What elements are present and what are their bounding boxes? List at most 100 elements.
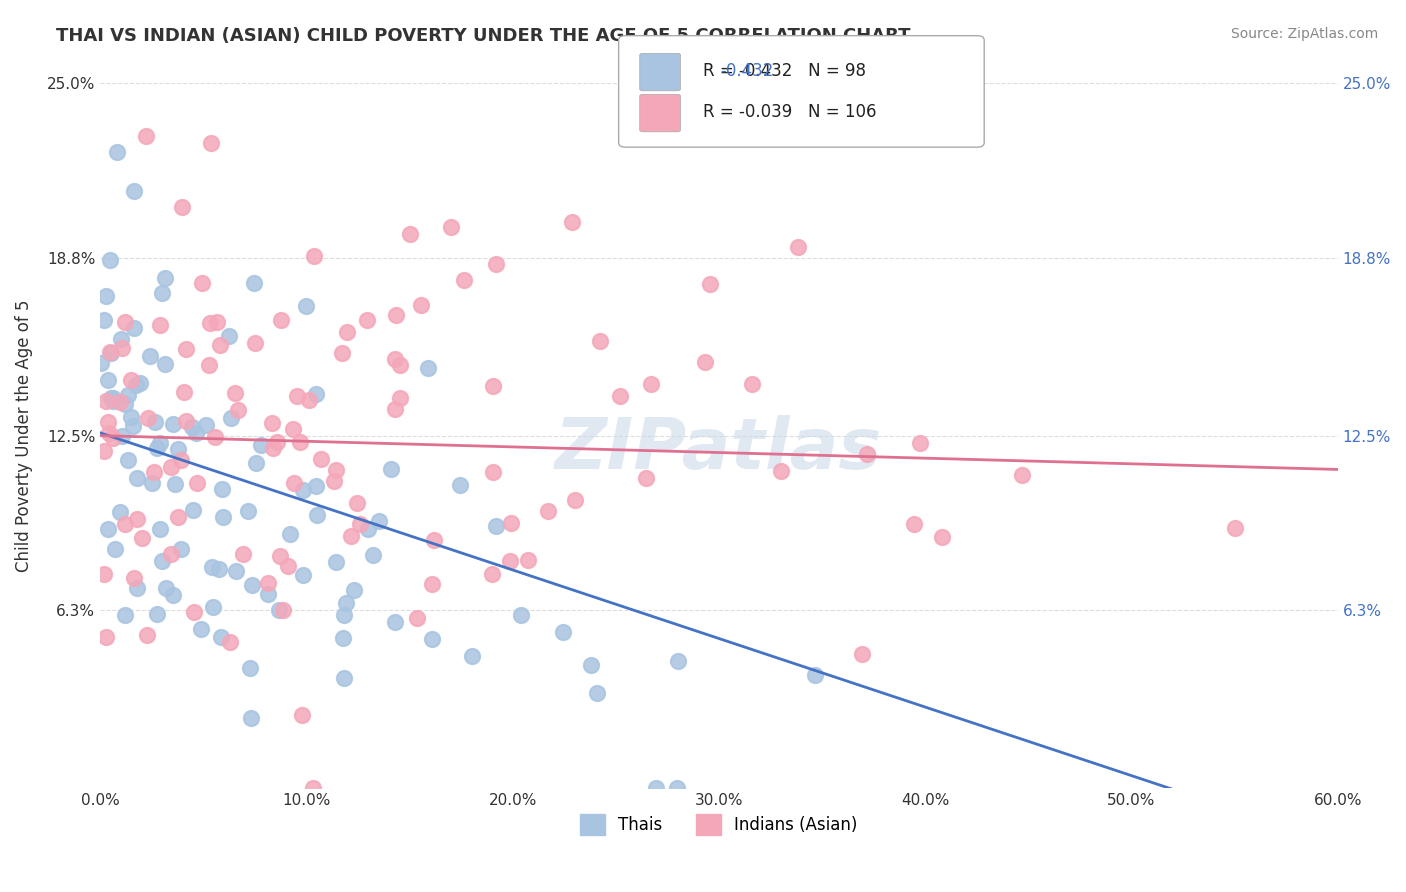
Point: [420, 632, 443, 646]
Point: [440, 219, 463, 234]
Text: R = -0.039   N = 106: R = -0.039 N = 106: [703, 103, 876, 121]
Point: [333, 671, 356, 685]
Point: [485, 519, 508, 533]
Point: [191, 276, 214, 290]
Point: [240, 578, 263, 592]
Point: [160, 460, 183, 475]
Point: [304, 478, 326, 492]
Point: [142, 466, 165, 480]
Point: [368, 515, 391, 529]
Point: [418, 361, 440, 376]
Point: [224, 386, 246, 401]
Point: [311, 451, 333, 466]
Text: R = -0.432   N = 98: R = -0.432 N = 98: [703, 62, 866, 80]
Point: [150, 554, 173, 568]
Point: [153, 357, 176, 371]
Point: [665, 780, 688, 795]
Point: [110, 428, 132, 442]
Point: [346, 496, 368, 510]
Point: [356, 313, 378, 327]
Point: [125, 581, 148, 595]
Point: [361, 548, 384, 562]
Point: [100, 345, 122, 359]
Point: [485, 257, 508, 271]
Point: [209, 631, 232, 645]
Point: [125, 378, 148, 392]
Point: [245, 456, 267, 470]
Point: [208, 562, 231, 576]
Point: [149, 318, 172, 333]
Point: [666, 654, 689, 668]
Point: [695, 355, 717, 369]
Point: [461, 648, 484, 663]
Point: [564, 492, 586, 507]
Point: [228, 403, 250, 417]
Point: [122, 321, 145, 335]
Point: [190, 622, 212, 636]
Point: [166, 442, 188, 456]
Point: [269, 549, 291, 563]
Point: [198, 358, 221, 372]
Point: [609, 389, 631, 403]
Point: [162, 588, 184, 602]
Point: [98, 425, 121, 440]
Point: [270, 312, 292, 326]
Point: [245, 335, 267, 350]
Point: [281, 422, 304, 436]
Point: [201, 560, 224, 574]
Point: [141, 475, 163, 490]
Point: [97, 522, 120, 536]
Point: [307, 508, 329, 522]
Point: [170, 541, 193, 556]
Point: [146, 442, 169, 456]
Point: [96, 394, 118, 409]
Point: [114, 314, 136, 328]
Point: [146, 607, 169, 621]
Point: [640, 377, 662, 392]
Point: [340, 529, 363, 543]
Point: [183, 605, 205, 619]
Point: [588, 334, 610, 348]
Point: [219, 410, 242, 425]
Point: [165, 477, 187, 491]
Point: [266, 435, 288, 450]
Point: [183, 503, 205, 517]
Point: [170, 453, 193, 467]
Point: [138, 349, 160, 363]
Point: [295, 299, 318, 313]
Point: [205, 315, 228, 329]
Point: [100, 391, 122, 405]
Point: [181, 420, 204, 434]
Point: [186, 475, 208, 490]
Point: [501, 516, 523, 530]
Point: [305, 387, 328, 401]
Point: [114, 607, 136, 622]
Point: [291, 483, 314, 497]
Text: Source: ZipAtlas.com: Source: ZipAtlas.com: [1230, 27, 1378, 41]
Point: [499, 554, 522, 568]
Point: [211, 482, 233, 496]
Point: [200, 136, 222, 150]
Point: [98, 345, 121, 359]
Point: [482, 465, 505, 479]
Point: [335, 596, 357, 610]
Y-axis label: Child Poverty Under the Age of 5: Child Poverty Under the Age of 5: [15, 300, 32, 572]
Point: [645, 780, 668, 795]
Point: [561, 215, 583, 229]
Point: [120, 409, 142, 424]
Point: [343, 583, 366, 598]
Point: [384, 351, 406, 366]
Point: [149, 436, 172, 450]
Point: [120, 373, 142, 387]
Point: [232, 548, 254, 562]
Point: [174, 342, 197, 356]
Text: THAI VS INDIAN (ASIAN) CHILD POVERTY UNDER THE AGE OF 5 CORRELATION CHART: THAI VS INDIAN (ASIAN) CHILD POVERTY UND…: [56, 27, 911, 45]
Point: [90, 356, 112, 370]
Point: [194, 418, 217, 433]
Point: [384, 402, 406, 417]
Point: [509, 607, 531, 622]
Point: [325, 555, 347, 569]
Point: [330, 345, 353, 359]
Point: [290, 435, 312, 450]
Point: [323, 474, 346, 488]
